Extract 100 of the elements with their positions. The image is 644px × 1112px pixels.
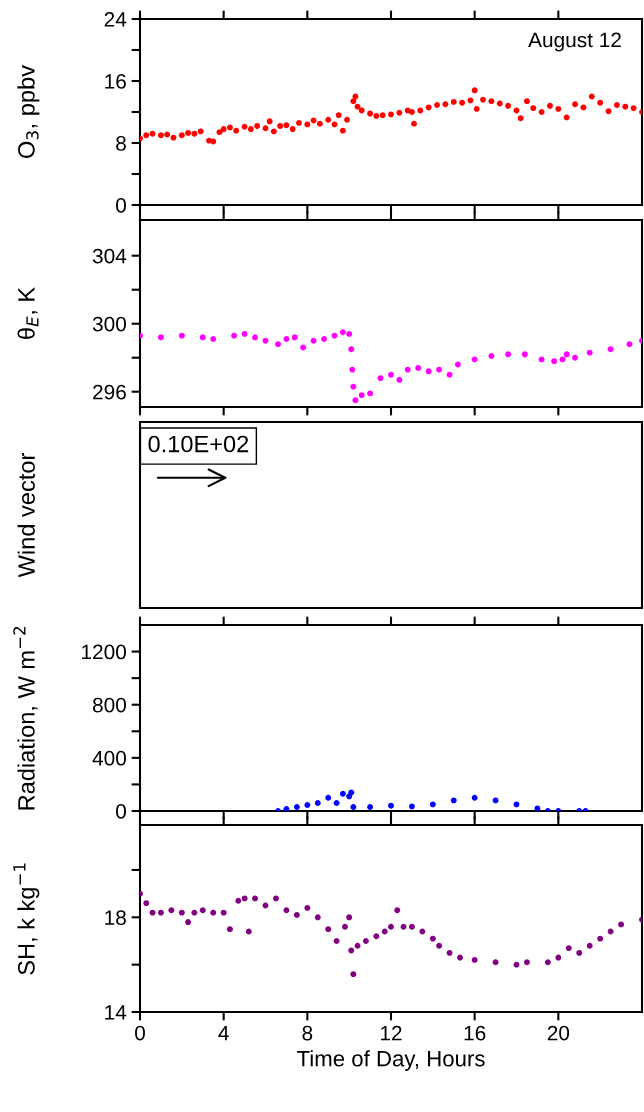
point — [331, 332, 338, 339]
y-tick-label: 8 — [116, 136, 126, 151]
y-tick-label: 1200 — [82, 644, 126, 660]
point — [346, 330, 353, 337]
point — [415, 364, 422, 371]
point — [300, 344, 307, 351]
point — [157, 909, 164, 916]
point — [388, 923, 394, 930]
text: Wind vector — [17, 453, 35, 578]
point — [538, 356, 545, 363]
point — [191, 909, 198, 916]
point — [350, 971, 357, 978]
y-tick-label: 14 — [105, 1005, 127, 1020]
point — [488, 353, 495, 359]
point — [471, 956, 478, 963]
point — [157, 334, 164, 341]
point — [436, 942, 443, 949]
y-tick-label: 16 — [105, 74, 126, 89]
point — [505, 351, 512, 358]
point — [283, 907, 290, 914]
point — [210, 336, 217, 342]
x-tick-label: 4 — [218, 1025, 229, 1041]
point — [178, 909, 185, 916]
point — [388, 371, 394, 378]
point — [471, 356, 478, 363]
point — [576, 949, 583, 956]
point — [408, 923, 415, 930]
point — [362, 938, 369, 944]
point — [241, 330, 248, 337]
point — [400, 923, 407, 930]
point — [551, 358, 558, 365]
point — [586, 942, 593, 949]
point — [425, 368, 432, 375]
point — [457, 954, 463, 961]
point — [396, 376, 403, 383]
y-tick-label: 400 — [92, 750, 126, 766]
point — [597, 935, 604, 942]
point — [521, 351, 528, 358]
point — [586, 349, 593, 356]
point — [235, 897, 242, 904]
point — [283, 336, 290, 342]
point — [618, 921, 625, 928]
point — [559, 356, 566, 363]
point — [199, 334, 206, 341]
y-axis-title: Radiation, W m$^{−2}$ — [13, 627, 38, 810]
point — [220, 909, 227, 916]
y-tick-label: 18 — [105, 910, 126, 926]
point — [252, 895, 258, 902]
point — [565, 945, 572, 952]
point — [358, 392, 365, 399]
point — [143, 900, 150, 907]
point — [626, 341, 633, 348]
point — [572, 354, 579, 361]
point — [352, 397, 359, 404]
point — [321, 336, 328, 342]
y-tick-label: 0 — [116, 804, 126, 819]
y-axis-title: SH, k kg$^{−1}$ — [13, 863, 40, 975]
point — [227, 926, 233, 933]
point — [275, 341, 281, 348]
y-tick-label: 300 — [92, 316, 126, 332]
point — [273, 895, 279, 902]
point — [342, 923, 348, 930]
point — [419, 928, 426, 935]
y-axis-title: θ$_{E}$, K — [17, 287, 39, 339]
y-tick-label: 304 — [92, 248, 127, 264]
point — [304, 904, 311, 911]
point — [563, 351, 570, 358]
point — [348, 947, 355, 954]
point — [262, 902, 269, 909]
x-tick-label: 0 — [135, 1025, 145, 1041]
x-tick-label: 16 — [464, 1025, 486, 1041]
x-axis-title: Time of Day, Hours — [297, 1050, 485, 1071]
point — [325, 926, 332, 933]
point — [377, 375, 384, 382]
point — [185, 919, 192, 925]
point — [607, 346, 614, 353]
y-tick-label: 24 — [104, 12, 127, 27]
point — [293, 912, 300, 918]
point — [291, 334, 298, 341]
point — [524, 959, 530, 966]
point — [231, 332, 238, 339]
point — [454, 361, 461, 368]
point — [210, 909, 217, 916]
point — [429, 935, 436, 942]
x-tick-label: 8 — [302, 1025, 313, 1041]
point — [373, 933, 380, 940]
point — [513, 961, 520, 968]
point — [252, 334, 258, 341]
point — [367, 390, 374, 397]
point — [149, 909, 156, 916]
point — [350, 383, 357, 390]
point — [346, 914, 353, 921]
point — [310, 337, 317, 344]
y-axis-title: O$_{3}$, ppbv — [17, 65, 40, 158]
y-tick-label: 296 — [93, 384, 126, 400]
point — [178, 332, 185, 339]
y-tick-label: 800 — [92, 697, 126, 713]
point — [199, 907, 206, 914]
point — [436, 366, 443, 373]
x-tick-label: 12 — [381, 1025, 402, 1041]
